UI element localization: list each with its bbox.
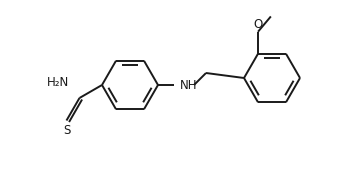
Text: H₂N: H₂N (47, 76, 70, 89)
Text: S: S (63, 124, 70, 137)
Text: O: O (253, 18, 263, 31)
Text: NH: NH (180, 78, 198, 92)
